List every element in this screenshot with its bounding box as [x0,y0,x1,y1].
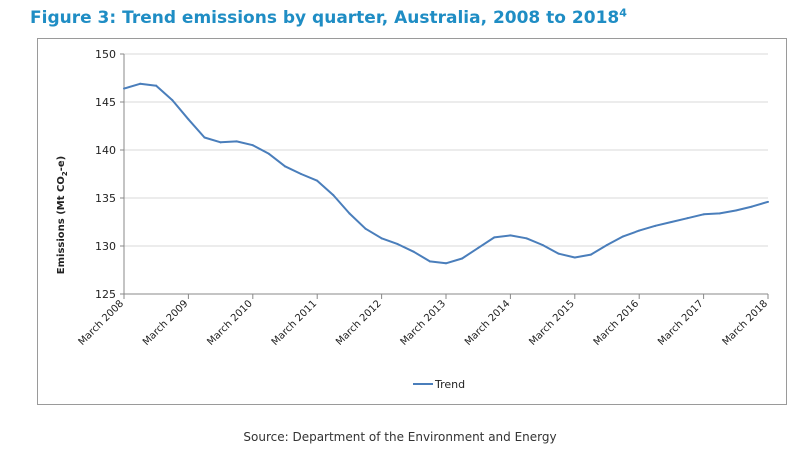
data-point [686,217,689,220]
data-point [445,262,447,265]
x-tick-label-10: March 2018 [721,298,771,348]
figure-title: Figure 3: Trend emissions by quarter, Au… [30,6,627,28]
data-point [380,237,383,240]
data-point [251,144,254,147]
data-point [750,205,753,208]
data-point [573,256,576,259]
x-tick-label-3: March 2011 [270,298,320,348]
x-tick-label-7: March 2015 [527,298,577,348]
y-axis-label-unit: -e) [56,156,67,172]
data-point [332,194,335,197]
data-point [541,244,544,247]
y-tick-label-150: 150 [95,48,116,61]
y-axis-label-subscript: 2 [61,171,69,176]
series-layer [123,82,769,265]
axes [120,53,769,299]
chart-frame: 125 130 135 140 145 150 March 2008 March 2009 M… [37,38,787,405]
legend: Trend [413,378,465,391]
series-line-trend [123,82,769,265]
y-tick-label-140: 140 [95,144,116,157]
data-point [348,212,351,215]
y-tick-label-130: 130 [95,240,116,253]
y-axis-tick-labels: 125 130 135 140 145 150 [95,48,116,301]
y-tick-label-135: 135 [95,192,116,205]
data-point [267,152,270,155]
figure-title-footnote: 4 [619,6,627,20]
gridlines [124,53,768,247]
data-point [557,252,560,255]
data-point [284,165,286,168]
data-point [219,141,222,144]
legend-label-trend: Trend [434,378,465,391]
data-point [493,236,496,239]
source-note: Source: Department of the Environment an… [243,430,557,444]
data-point [171,99,174,102]
x-tick-label-0: March 2008 [77,298,127,348]
data-point [767,200,769,203]
data-point [525,237,528,240]
data-point [396,243,399,246]
x-tick-label-9: March 2017 [656,298,706,348]
data-point [606,244,608,247]
data-point [702,213,705,216]
x-tick-label-8: March 2016 [592,298,642,348]
y-tick-label-125: 125 [95,288,116,301]
data-point [718,212,721,215]
data-point [155,84,158,87]
data-point [509,234,512,237]
data-point [203,136,206,139]
data-point [461,257,464,260]
data-point [364,227,367,230]
data-point [187,118,190,121]
data-point [477,246,480,249]
data-point [638,229,641,232]
data-point [139,82,142,85]
x-tick-label-1: March 2009 [141,298,191,348]
data-point [734,209,737,212]
x-tick-label-6: March 2014 [463,298,513,348]
y-axis-label: Emissions (Mt CO2-e) [56,156,69,274]
data-point [589,253,592,256]
figure-title-text: Figure 3: Trend emissions by quarter, Au… [30,8,620,28]
y-axis-label-main: Emissions (Mt CO [56,176,67,274]
data-point [123,87,125,90]
x-axis-tick-labels: March 2008 March 2009 March 2010 March 2011… [77,298,771,348]
data-point [316,179,319,182]
data-point [428,260,431,263]
y-tick-label-145: 145 [95,96,116,109]
x-tick-label-4: March 2012 [334,298,384,348]
data-point [412,250,415,253]
x-tick-label-2: March 2010 [205,298,255,348]
data-point [622,235,625,238]
data-point [235,140,238,143]
x-tick-label-5: March 2013 [399,298,449,348]
data-point [654,224,657,227]
data-point [670,221,673,223]
data-point [300,173,303,175]
